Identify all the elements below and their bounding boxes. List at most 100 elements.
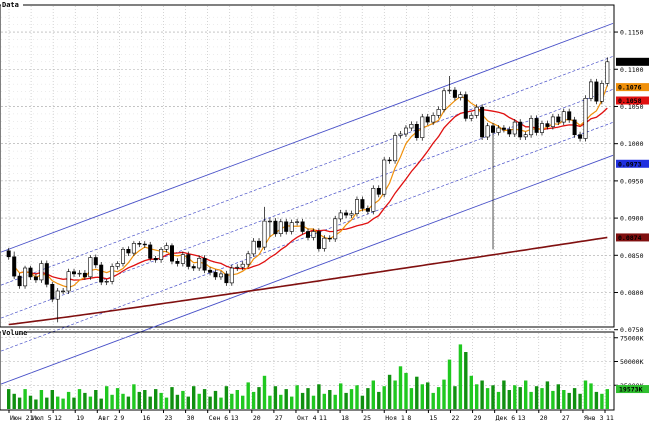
x-tick-label: 23: [165, 414, 173, 422]
candle-up: [458, 94, 463, 98]
volume-pane-frame: [0, 331, 615, 411]
candle-down: [425, 116, 430, 123]
volume-bar: [235, 390, 239, 409]
x-tick-label: Окт 4: [297, 414, 317, 422]
candle-up: [485, 125, 490, 138]
candle-up: [605, 61, 610, 84]
y-tick-label: 0.0800: [620, 289, 644, 297]
x-tick-label: 27: [275, 414, 283, 422]
candle-up: [409, 124, 414, 129]
x-tick-label: 13: [231, 414, 239, 422]
volume-bar: [230, 393, 234, 409]
price-pane-title: Data: [2, 1, 19, 9]
volume-bar: [12, 393, 16, 409]
volume-bar: [344, 392, 348, 409]
volume-bar: [589, 383, 593, 409]
candle-up: [338, 212, 343, 220]
x-tick-label: Авг 2: [98, 414, 118, 422]
volume-bar: [257, 387, 261, 409]
candle-up: [441, 90, 446, 110]
volume-pane-title: Volume: [2, 329, 27, 337]
candle-up: [219, 273, 224, 278]
candle-up: [77, 272, 82, 275]
x-tick-label: Сен 6: [209, 414, 229, 422]
volume-bar: [507, 390, 511, 409]
candle-down: [414, 124, 419, 139]
volume-bar: [164, 397, 169, 409]
x-tick-label: 25: [363, 414, 371, 422]
candle-up: [235, 266, 240, 269]
candle-up: [240, 263, 245, 268]
price-badge: [616, 83, 649, 92]
x-tick-label: Ноя 1: [385, 414, 405, 422]
candle-up: [197, 257, 202, 269]
candle-up: [104, 280, 109, 283]
volume-bar: [562, 390, 566, 409]
candle-up: [512, 121, 517, 135]
volume-bar: [534, 386, 539, 409]
volume-bar: [99, 398, 103, 409]
volume-bars: [7, 344, 609, 410]
volume-bar: [328, 390, 332, 409]
candle-up: [588, 81, 593, 99]
volume-bar: [447, 359, 452, 409]
volume-bar: [219, 397, 223, 409]
volume-bar: [137, 391, 141, 409]
price-grid: [1, 6, 613, 331]
candle-down: [316, 231, 321, 249]
regression-channel-line: [0, 89, 614, 319]
candle-down: [186, 254, 191, 267]
candle-up: [398, 133, 403, 136]
volume-bar: [398, 366, 403, 410]
volume-bar: [105, 386, 109, 409]
candle-up: [403, 127, 408, 135]
volume-bar: [34, 399, 38, 409]
volume-bar: [360, 395, 365, 409]
x-tick-label: 18: [341, 414, 349, 422]
volume-bar: [202, 389, 207, 409]
x-tick-label: 11: [606, 414, 614, 422]
volume-bar: [333, 394, 337, 410]
volume-bar: [126, 396, 131, 409]
candle-down: [284, 221, 289, 232]
volume-bar: [94, 390, 98, 409]
volume-bar: [208, 396, 212, 409]
candle-down: [17, 275, 22, 287]
candle-down: [344, 212, 349, 216]
volume-bar: [540, 388, 544, 409]
y-tick-label: 0.0900: [620, 215, 644, 223]
x-tick-label: 16: [142, 414, 150, 422]
volume-y-tick-label: 75000K: [620, 334, 644, 342]
candle-up: [354, 199, 359, 214]
volume-bar: [295, 385, 299, 410]
y-tick-label: 0.0750: [620, 326, 644, 334]
price-y-axis: 0.1150 0.1100 0.1050 0.1000 0.0950 0.0900 0.08…: [614, 29, 644, 334]
volume-bar: [518, 387, 522, 409]
regression-channel-line: [0, 56, 614, 286]
candle-up: [278, 221, 283, 235]
candle-up: [131, 243, 136, 254]
volume-bar: [382, 386, 386, 409]
volume-bar: [311, 395, 316, 409]
candle-down: [44, 263, 49, 285]
x-tick-label: Янв 3: [584, 414, 604, 422]
candle-down: [137, 243, 142, 245]
volume-bar: [485, 388, 490, 409]
volume-bar: [464, 352, 468, 409]
candle-down: [93, 257, 98, 266]
volume-bar: [491, 385, 495, 410]
candle-down: [327, 237, 332, 240]
volume-bar: [170, 387, 174, 409]
candle-up: [262, 220, 267, 248]
candle-down: [545, 123, 550, 127]
candle-down: [594, 81, 599, 102]
candle-down: [452, 89, 457, 98]
candle-up: [66, 271, 71, 292]
volume-bar: [420, 384, 424, 409]
candle-down: [256, 240, 261, 248]
candle-down: [202, 257, 207, 271]
candle-down: [387, 159, 392, 162]
x-tick-label: 13: [518, 414, 526, 422]
x-tick-label: 22: [451, 414, 459, 422]
